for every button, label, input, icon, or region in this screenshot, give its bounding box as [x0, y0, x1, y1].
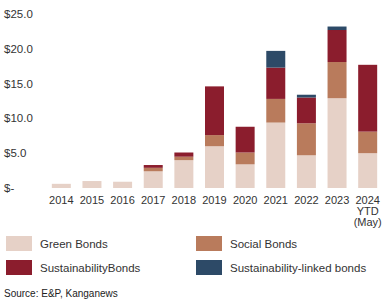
y-tick — [43, 83, 46, 84]
bar-segment — [82, 181, 101, 182]
bar-segment — [236, 127, 255, 153]
bar-segment — [328, 98, 347, 188]
y-tick-label: $10.0 — [4, 112, 33, 124]
bar-segment — [144, 165, 163, 166]
bar-segment — [205, 146, 224, 188]
bar-segment — [266, 51, 285, 68]
y-tick — [43, 153, 46, 154]
bar-segment — [328, 27, 347, 30]
legend-swatch — [196, 236, 222, 251]
bar-segment — [113, 181, 132, 182]
legend-label: Green Bonds — [40, 238, 108, 250]
bar-segment — [236, 164, 255, 188]
legend-label: Sustainability-linked bonds — [230, 262, 366, 274]
legend-swatch — [6, 260, 32, 275]
bar-segment — [297, 98, 316, 124]
bar-segment — [82, 181, 101, 182]
x-tick-label-line: 2016 — [110, 194, 134, 206]
bar-segment — [82, 181, 101, 188]
bar-segment — [297, 155, 316, 188]
x-tick-label: 2023 — [325, 194, 349, 206]
bar-segment — [144, 168, 163, 171]
legend-swatch — [6, 236, 32, 251]
bar-segment — [174, 160, 193, 188]
bar-segment — [174, 153, 193, 157]
legend-label: Social Bonds — [230, 238, 297, 250]
x-tick-label: 2016 — [110, 194, 134, 206]
bar-segment — [358, 65, 377, 132]
y-tick-label: $15.0 — [4, 78, 33, 90]
y-tick — [43, 118, 46, 119]
bar-segment — [113, 181, 132, 182]
bar-segment — [52, 183, 71, 184]
y-tick-label: $20.0 — [4, 43, 33, 55]
legend-label: SustainabilityBonds — [40, 262, 141, 274]
legend-swatch — [196, 260, 222, 275]
bar-segment — [236, 153, 255, 165]
chart: $- $5.0 $10.0 $15.0 $20.0 $25.0 2014 2015 2016 20… — [0, 0, 387, 303]
x-tick-label: 2024YTD(May) — [354, 194, 382, 228]
y-tick-label: $25.0 — [4, 8, 33, 20]
bar-segment — [358, 132, 377, 154]
y-tick — [43, 14, 46, 15]
bar-segment — [52, 183, 71, 184]
bar-segment — [358, 153, 377, 188]
y-tick-label: $- — [4, 182, 14, 194]
bar-segment — [328, 62, 347, 98]
bar-segment — [113, 182, 132, 188]
x-tick-label-line: 2022 — [294, 194, 318, 206]
bar-segment — [205, 86, 224, 87]
bar-segment — [236, 126, 255, 127]
bar-segment — [144, 165, 163, 168]
x-tick-label: 2018 — [172, 194, 196, 206]
x-tick-label-line: 2019 — [202, 194, 226, 206]
bar-segment — [328, 30, 347, 62]
y-axis — [46, 14, 47, 188]
bar-segment — [205, 86, 224, 135]
bar-segment — [205, 135, 224, 146]
x-tick-label: 2015 — [80, 194, 104, 206]
y-tick — [43, 48, 46, 49]
source: Source: E&P, Kanganews — [4, 288, 118, 299]
x-tick-label: 2022 — [294, 194, 318, 206]
bar-segment — [174, 152, 193, 153]
x-tick-label-line: 2014 — [49, 194, 73, 206]
bar-segment — [52, 183, 71, 184]
bar-segment — [174, 157, 193, 160]
x-tick-label-line: (May) — [354, 216, 382, 228]
x-tick-label-line: 2018 — [172, 194, 196, 206]
x-tick-label-line: 2017 — [141, 194, 165, 206]
x-tick-label: 2021 — [264, 194, 288, 206]
y-tick — [43, 188, 46, 189]
x-tick-label-line: 2015 — [80, 194, 104, 206]
bar-segment — [297, 95, 316, 98]
x-tick-label: 2014 — [49, 194, 73, 206]
bar-segment — [358, 64, 377, 65]
bar-segment — [52, 184, 71, 188]
x-tick-label: 2017 — [141, 194, 165, 206]
x-tick-label: 2019 — [202, 194, 226, 206]
bars — [52, 27, 377, 188]
bar-segment — [297, 123, 316, 155]
x-tick-label-line: 2020 — [233, 194, 257, 206]
x-tick-label-line: 2023 — [325, 194, 349, 206]
x-tick-label: 2020 — [233, 194, 257, 206]
bar-segment — [266, 68, 285, 99]
bar-segment — [266, 123, 285, 188]
x-tick-label-line: 2021 — [264, 194, 288, 206]
bar-segment — [113, 181, 132, 182]
y-tick-label: $5.0 — [4, 147, 26, 159]
bar-segment — [144, 171, 163, 188]
bar-segment — [266, 99, 285, 123]
bar-segment — [82, 181, 101, 182]
